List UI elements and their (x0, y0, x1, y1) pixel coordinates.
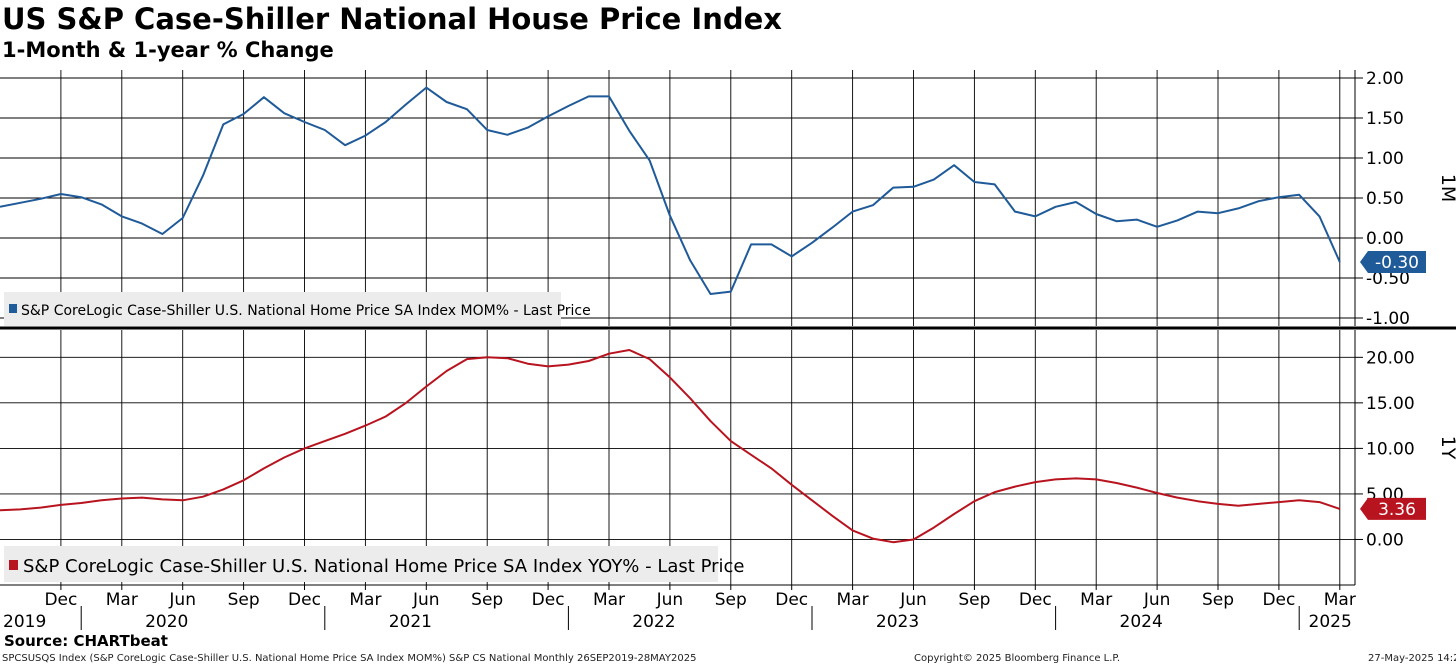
axis-title-1y: 1Y (1437, 436, 1456, 460)
x-tick-label: Dec (288, 590, 321, 610)
y-tick-label: -0.50 (1366, 269, 1410, 289)
x-year-label: 2024 (1120, 612, 1163, 632)
y-tick-label: 0.00 (1366, 530, 1404, 550)
x-tick-label: Dec (775, 590, 808, 610)
x-tick-label: Dec (1262, 590, 1295, 610)
x-tick-label: Dec (532, 590, 565, 610)
y-tick-label: 10.00 (1366, 439, 1415, 459)
x-year-label: 2020 (145, 612, 188, 632)
x-year-label: 2022 (632, 612, 675, 632)
last-value-tag (1360, 251, 1426, 273)
source-note: Source: CHARTbeat (4, 632, 168, 650)
x-tick-label: Mar (1080, 590, 1112, 610)
x-tick-label: Mar (837, 590, 869, 610)
x-tick-label: Mar (1324, 590, 1356, 610)
y-tick-label: 0.00 (1366, 229, 1404, 249)
chart-title: US S&P Case-Shiller National House Price… (2, 2, 782, 36)
chart-subtitle: 1-Month & 1-year % Change (2, 38, 334, 62)
x-tick-label: Sep (228, 590, 260, 610)
y-tick-label: -1.00 (1366, 309, 1410, 329)
x-tick-label: Dec (1019, 590, 1052, 610)
x-tick-label: Jun (899, 590, 927, 610)
x-tick-label: Sep (715, 590, 747, 610)
legend-label: S&P CoreLogic Case-Shiller U.S. National… (21, 303, 591, 319)
y-tick-label: 1.00 (1366, 149, 1404, 169)
x-year-label: 2021 (389, 612, 432, 632)
legend-box (4, 292, 561, 326)
x-tick-label: Dec (44, 590, 77, 610)
x-tick-label: Jun (168, 590, 196, 610)
y-tick-label: 2.00 (1366, 69, 1404, 89)
x-tick-label: Mar (106, 590, 138, 610)
last-value-tag (1360, 497, 1426, 520)
x-tick-label: Jun (412, 590, 440, 610)
x-year-label: 2019 (3, 612, 46, 632)
series-line-yoy (0, 349, 1341, 544)
x-tick-label: Jun (1143, 590, 1171, 610)
last-value-label: 3.36 (1378, 500, 1416, 520)
legend-box (4, 546, 718, 582)
axis-title-1m: 1M (1437, 174, 1456, 202)
last-value-label: -0.30 (1375, 253, 1419, 273)
x-tick-label: Sep (471, 590, 503, 610)
x-year-label: 2025 (1309, 612, 1352, 632)
x-tick-label: Mar (593, 590, 625, 610)
ticker-info: SPCSUSQS Index (S&P CoreLogic Case-Shill… (2, 653, 697, 664)
y-tick-label: 0.50 (1366, 189, 1404, 209)
timestamp: 27-May-2025 14:26:43 (1368, 653, 1456, 664)
x-tick-label: Sep (958, 590, 990, 610)
x-tick-label: Sep (1202, 590, 1234, 610)
y-tick-label: 1.50 (1366, 109, 1404, 129)
copyright: Copyright© 2025 Bloomberg Finance L.P. (914, 653, 1121, 664)
y-tick-label: 15.00 (1366, 394, 1415, 414)
legend-swatch (9, 304, 17, 313)
x-tick-label: Mar (349, 590, 381, 610)
y-tick-label: 20.00 (1366, 348, 1415, 368)
x-year-label: 2023 (876, 612, 919, 632)
legend-swatch (9, 560, 18, 570)
series-line-mom (0, 86, 1341, 295)
x-tick-label: Jun (656, 590, 684, 610)
legend-label: S&P CoreLogic Case-Shiller U.S. National… (23, 556, 744, 577)
